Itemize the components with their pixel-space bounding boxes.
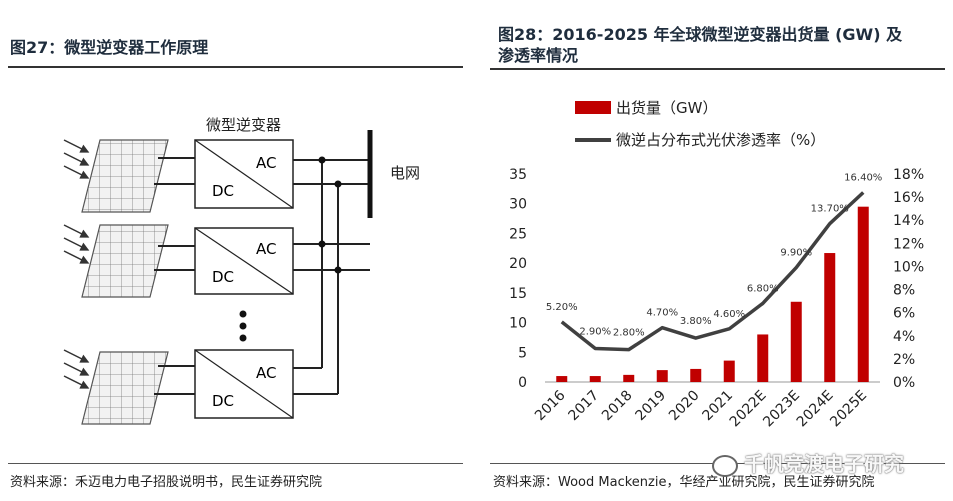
bar (589, 376, 601, 382)
ac-bus (321, 160, 339, 394)
bar (857, 206, 869, 382)
legend-bar-label: 出货量（GW） (616, 99, 717, 117)
bar (623, 374, 635, 382)
left-figure-title: 图27：微型逆变器工作原理 (10, 38, 209, 57)
y-left-tick-label: 5 (518, 345, 527, 361)
grid-label: 电网 (390, 164, 420, 182)
x-axis-labels: 2016201720182019202020212022E2023E2024E2… (532, 387, 870, 430)
line-series: 5.20% 2.90% 2.80%4.70%3.80%4.60% 6.80% 9.90%… (546, 172, 882, 352)
x-tick-label: 2023E (760, 388, 803, 431)
right-source: 资料来源：Wood Mackenzie，华经产业研究院，民生证券研究院 (493, 475, 875, 490)
x-tick-label: 2020 (666, 388, 703, 425)
y-right-tick-label: 14% (893, 213, 924, 229)
data-label: 5.20% (546, 302, 578, 313)
dc-label: DC (212, 268, 234, 286)
y-right-tick-label: 8% (893, 283, 915, 299)
right-figure-title-line1: 图28：2016-2025 年全球微型逆变器出货量 (GW) 及 (498, 25, 903, 44)
ac-label: AC (256, 154, 276, 172)
x-tick-label: 2018 (599, 388, 636, 425)
bar (556, 376, 568, 382)
pv-unit-1: AC DC (63, 139, 370, 213)
wechat-icon (712, 454, 738, 477)
left-title-rule (8, 66, 463, 68)
x-tick-label: 2017 (566, 388, 603, 425)
shipment-penetration-chart: 出货量（GW） 微逆占分布式光伏渗透率（%） 0 5 10 15 20 25 30 35 0%… (509, 99, 924, 430)
y-left-tick-label: 20 (509, 256, 527, 272)
sunlight-arrows-icon (63, 224, 90, 264)
bus-junctions (318, 156, 342, 274)
inverter-label: 微型逆变器 (206, 116, 281, 134)
y-left-tick-label: 25 (509, 226, 527, 242)
data-label: 16.40% (844, 172, 882, 183)
x-tick-label: 2025E (827, 388, 870, 431)
x-tick-label: 2019 (633, 388, 670, 425)
pv-unit-2: AC DC (63, 224, 370, 298)
bar (757, 334, 769, 382)
ac-label: AC (256, 364, 276, 382)
left-source-rule (8, 463, 463, 464)
micro-inverter-diagram: 微型逆变器 AC DC AC DC (63, 116, 420, 425)
data-label: 13.70% (811, 204, 849, 215)
y-left-tick-label: 10 (509, 316, 527, 332)
data-label: 3.80% (680, 316, 712, 327)
data-label: 6.80% (747, 283, 779, 294)
data-label: 9.90% (780, 248, 812, 259)
y-right-tick-label: 2% (893, 352, 915, 368)
x-tick-label: 2016 (532, 387, 569, 424)
data-label: 4.70% (646, 308, 678, 319)
solar-panel-icon (81, 139, 169, 213)
y-right-tick-label: 0% (893, 375, 915, 391)
pv-unit-3: AC DC (63, 349, 338, 425)
bar (723, 360, 735, 382)
bar (824, 253, 836, 382)
more-units-ellipsis (239, 310, 247, 342)
y-right-tick-label: 4% (893, 329, 915, 345)
y-left-tick-label: 0 (518, 375, 527, 391)
y-right-tick-label: 16% (893, 190, 924, 206)
y-right-tick-label: 6% (893, 306, 915, 322)
y-left-tick-label: 35 (509, 167, 527, 183)
bar (790, 301, 802, 382)
data-label: 2.90% (579, 326, 611, 337)
chart-legend: 出货量（GW） 微逆占分布式光伏渗透率（%） (575, 99, 825, 149)
bar (656, 370, 668, 382)
penetration-line (560, 191, 865, 352)
y-axis-left-ticks: 0 5 10 15 20 25 30 35 (509, 167, 527, 391)
bar (690, 368, 702, 382)
sunlight-arrows-icon (63, 349, 90, 389)
sunlight-arrows-icon (63, 139, 90, 179)
watermark-text: 千帆竞渡电子研究 (744, 452, 904, 476)
data-label: 4.60% (713, 309, 745, 320)
dc-label: DC (212, 182, 234, 200)
solar-panel-icon (81, 351, 169, 425)
y-right-tick-label: 18% (893, 167, 924, 183)
dc-label: DC (212, 392, 234, 410)
solar-panel-icon (81, 224, 169, 298)
legend-line-label: 微逆占分布式光伏渗透率（%） (616, 131, 825, 149)
y-left-tick-label: 30 (509, 197, 527, 213)
data-label: 2.80% (613, 328, 645, 339)
y-axis-right-ticks: 0% 2% 4% 6% 8% 10% 12% 14% 16% 18% (893, 167, 924, 391)
right-title-rule (490, 68, 945, 70)
legend-bar-swatch (575, 101, 611, 114)
ac-label: AC (256, 240, 276, 258)
y-right-tick-label: 12% (893, 236, 924, 252)
x-tick-label: 2022E (727, 388, 770, 431)
y-left-tick-label: 15 (509, 286, 527, 302)
right-figure-title-line2: 渗透率情况 (498, 46, 579, 65)
watermark: 千帆竞渡电子研究 (712, 448, 904, 477)
y-right-tick-label: 10% (893, 259, 924, 275)
bar-series (556, 206, 869, 382)
left-source: 资料来源：禾迈电力电子招股说明书，民生证券研究院 (10, 475, 323, 490)
x-tick-label: 2024E (794, 388, 837, 431)
